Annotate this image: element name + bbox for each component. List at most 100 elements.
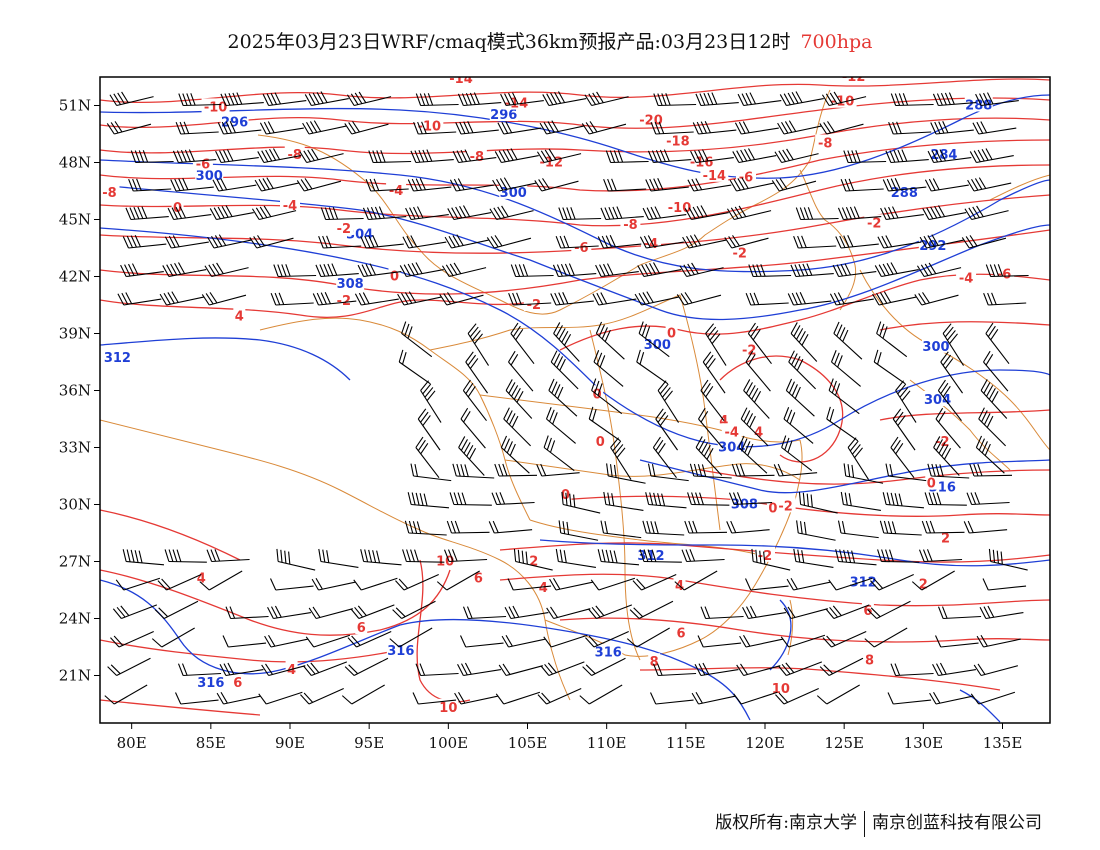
geopotential-label: 296	[221, 116, 248, 131]
barb-flag	[661, 387, 671, 398]
barb-flag	[550, 293, 557, 306]
barb-flag	[929, 692, 937, 705]
wind-barb	[357, 263, 402, 278]
barb-flag	[601, 235, 608, 248]
barb-shaft	[883, 532, 922, 536]
barb-shaft	[788, 361, 817, 390]
barb-flag	[543, 435, 549, 448]
barb-flag	[457, 93, 464, 106]
barb-flag	[324, 292, 331, 304]
barb-flag	[851, 550, 856, 564]
lon-tick-label: 110E	[587, 734, 627, 752]
barb-flag	[693, 463, 699, 477]
wind-barb	[177, 663, 222, 677]
wind-barb	[826, 406, 859, 442]
geopotential-label-bg	[717, 438, 746, 454]
barb-shaft	[496, 210, 534, 221]
barb-flag	[870, 607, 881, 618]
barb-shaft	[988, 585, 1027, 591]
barb-shaft	[745, 361, 771, 392]
wind-barb	[460, 635, 504, 648]
barb-shaft	[403, 574, 439, 591]
barb-flag	[604, 207, 611, 220]
barb-shaft	[173, 213, 212, 221]
barb-flag	[753, 292, 760, 305]
barb-flag	[922, 549, 929, 562]
barb-flag	[828, 579, 837, 591]
wind-barb	[695, 436, 723, 476]
barb-flag	[454, 520, 461, 534]
barb-flag	[114, 121, 123, 133]
geopotential-label-bg	[489, 106, 518, 121]
wind-barb	[591, 378, 623, 415]
geopotential-label-bg	[922, 337, 950, 353]
barb-flag	[360, 549, 365, 562]
barb-flag	[665, 93, 671, 106]
barb-flag	[159, 293, 167, 306]
wind-barb	[773, 463, 818, 477]
barb-shaft	[114, 123, 152, 135]
barb-flag	[931, 150, 939, 163]
barb-flag	[787, 440, 793, 453]
wind-barb	[840, 178, 884, 192]
barb-shaft	[498, 182, 537, 192]
barb-flag	[783, 407, 790, 420]
barb-shaft	[636, 627, 670, 648]
barb-flag	[538, 179, 547, 191]
wind-barb	[540, 661, 585, 677]
wind-barb	[919, 234, 964, 249]
barb-flag	[320, 91, 328, 103]
barb-flag	[466, 445, 474, 457]
isotherm	[879, 321, 1050, 331]
temperature-label: -2	[337, 294, 351, 309]
barb-flag	[983, 92, 990, 105]
barb-flag	[939, 662, 947, 675]
temperature-label-bg	[280, 197, 300, 213]
barb-flag	[259, 206, 268, 218]
barb-flag	[419, 178, 426, 190]
temperature-label-bg	[620, 216, 641, 232]
temperature-label: -8	[623, 218, 637, 233]
barb-shaft	[750, 585, 789, 591]
geopotential-label: 308	[731, 498, 758, 513]
barb-shaft	[266, 691, 303, 705]
barb-flag	[319, 264, 326, 277]
barb-shaft	[828, 390, 860, 415]
wind-barb	[454, 691, 499, 705]
barb-shaft	[560, 245, 599, 249]
barb-flag	[407, 492, 412, 505]
barb-flag	[874, 265, 882, 277]
wind-barb	[796, 520, 836, 541]
barb-flag	[732, 235, 740, 247]
barb-flag	[558, 328, 566, 340]
barb-flag	[946, 330, 956, 341]
barb-flag	[976, 205, 984, 217]
barb-flag	[837, 292, 845, 305]
wind-barb	[819, 657, 864, 676]
wind-barb	[360, 549, 402, 566]
barb-flag	[494, 235, 503, 247]
barb-flag	[138, 550, 143, 564]
wind-barb	[642, 520, 685, 536]
wind-barb	[201, 292, 247, 306]
barb-flag	[983, 413, 991, 425]
barb-flag	[563, 235, 570, 248]
barb-flag	[271, 606, 278, 619]
wind-barb	[508, 350, 534, 392]
barb-flag	[924, 263, 933, 275]
barb-flag	[190, 93, 196, 106]
barb-flag	[408, 291, 417, 303]
wind-barb	[964, 205, 1009, 221]
wind-barb	[786, 577, 831, 591]
barb-flag	[225, 121, 232, 134]
barb-flag	[696, 205, 704, 218]
barb-flag	[465, 382, 474, 394]
barb-shaft	[318, 300, 357, 306]
barb-flag	[346, 94, 355, 106]
barb-shaft	[503, 691, 541, 705]
barb-flag	[692, 520, 698, 534]
barb-flag	[894, 178, 901, 190]
barb-shaft	[648, 503, 687, 509]
barb-shaft	[800, 503, 838, 514]
barb-shaft	[126, 270, 164, 278]
